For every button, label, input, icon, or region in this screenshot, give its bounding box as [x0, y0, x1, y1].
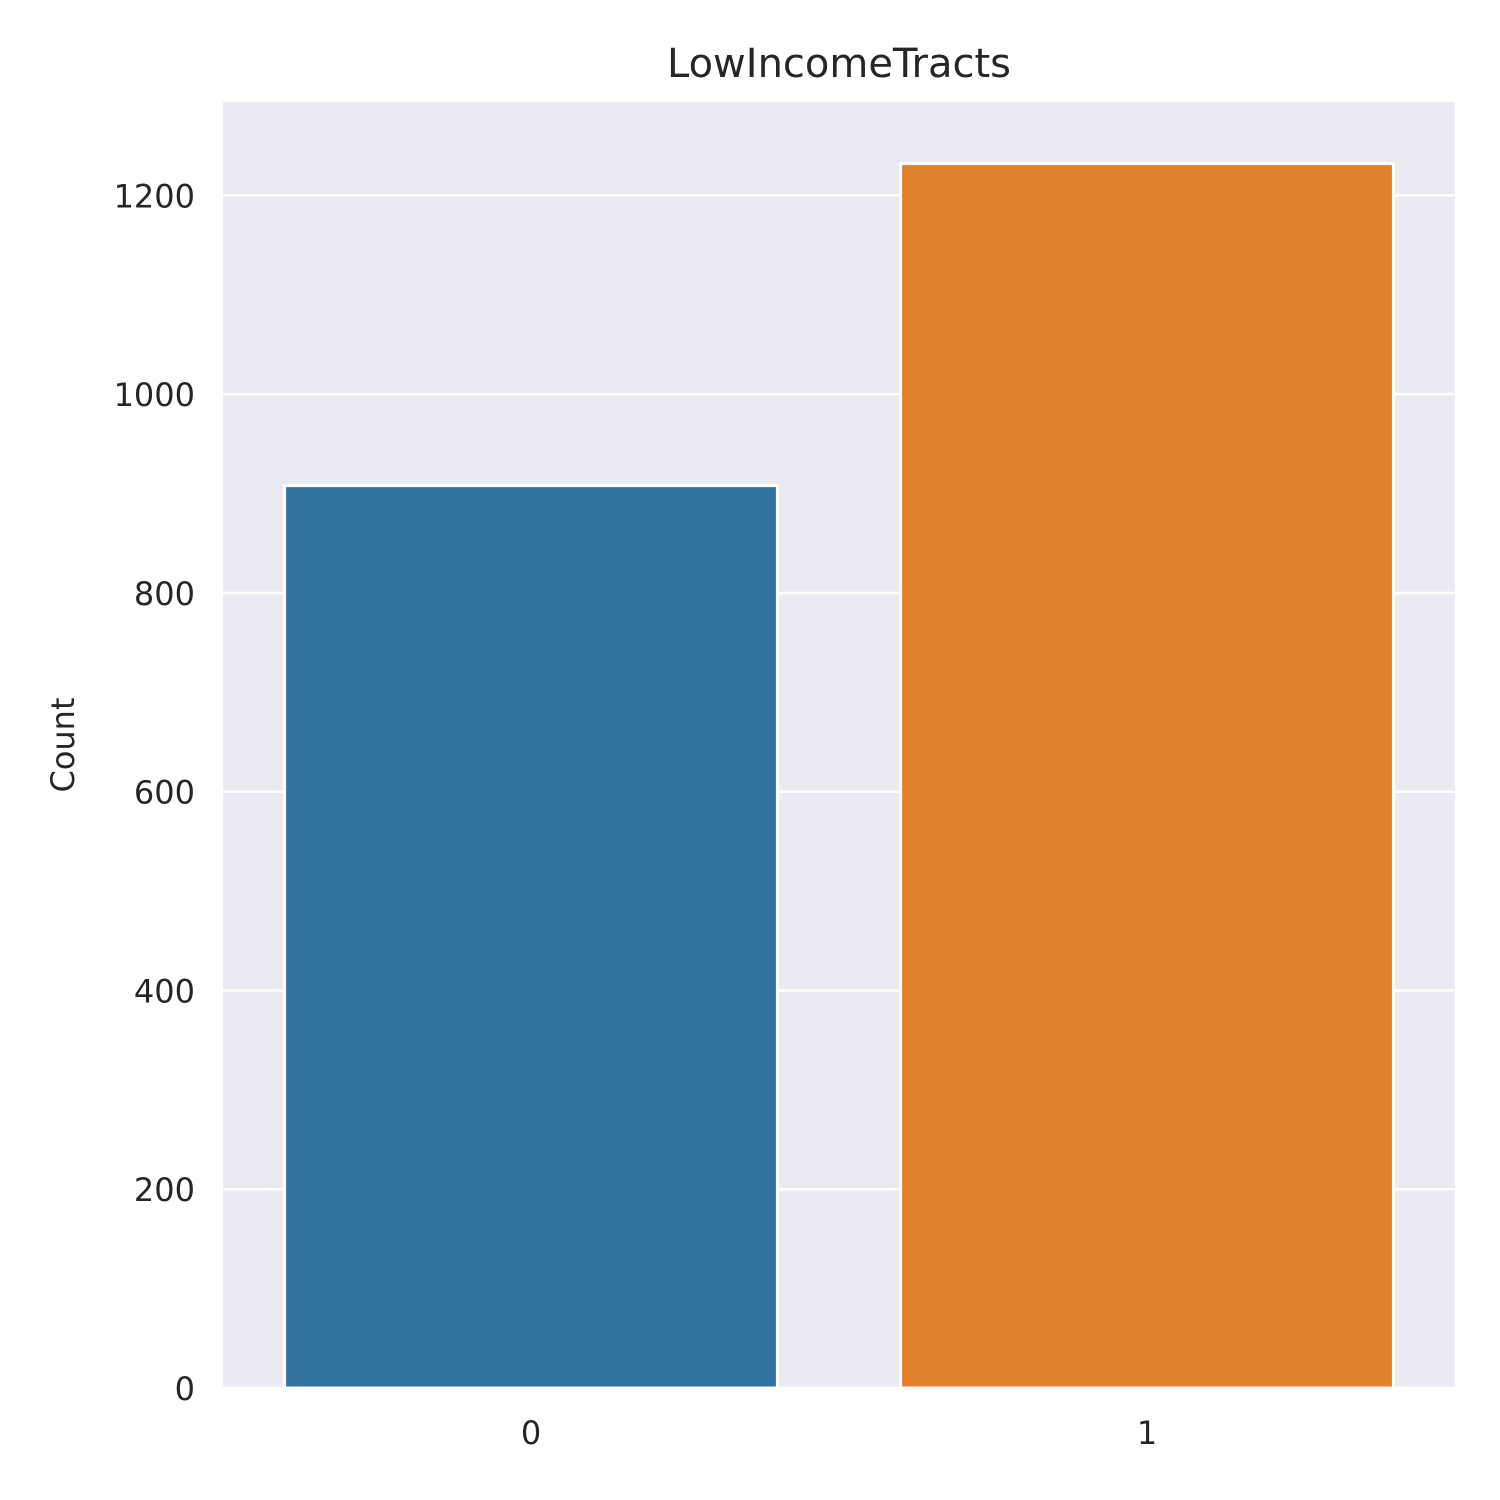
- y-tick-label: 600: [134, 774, 195, 812]
- bar-0: [283, 484, 779, 1390]
- bars: [283, 162, 1395, 1390]
- y-tick-label: 400: [134, 972, 195, 1010]
- y-tick-labels: 0 200 400 600 800 1000 1200: [114, 177, 195, 1408]
- bar-1: [899, 162, 1395, 1390]
- y-tick-label: 800: [134, 575, 195, 613]
- x-tick-label: 1: [1137, 1414, 1157, 1452]
- x-tick-label: 0: [521, 1414, 541, 1452]
- y-tick-label: 200: [134, 1171, 195, 1209]
- y-tick-label: 1000: [114, 376, 195, 414]
- chart-title: LowIncomeTracts: [667, 41, 1011, 87]
- y-axis-label: Count: [44, 697, 82, 792]
- y-tick-label: 1200: [114, 177, 195, 215]
- y-tick-label: 0: [175, 1370, 195, 1408]
